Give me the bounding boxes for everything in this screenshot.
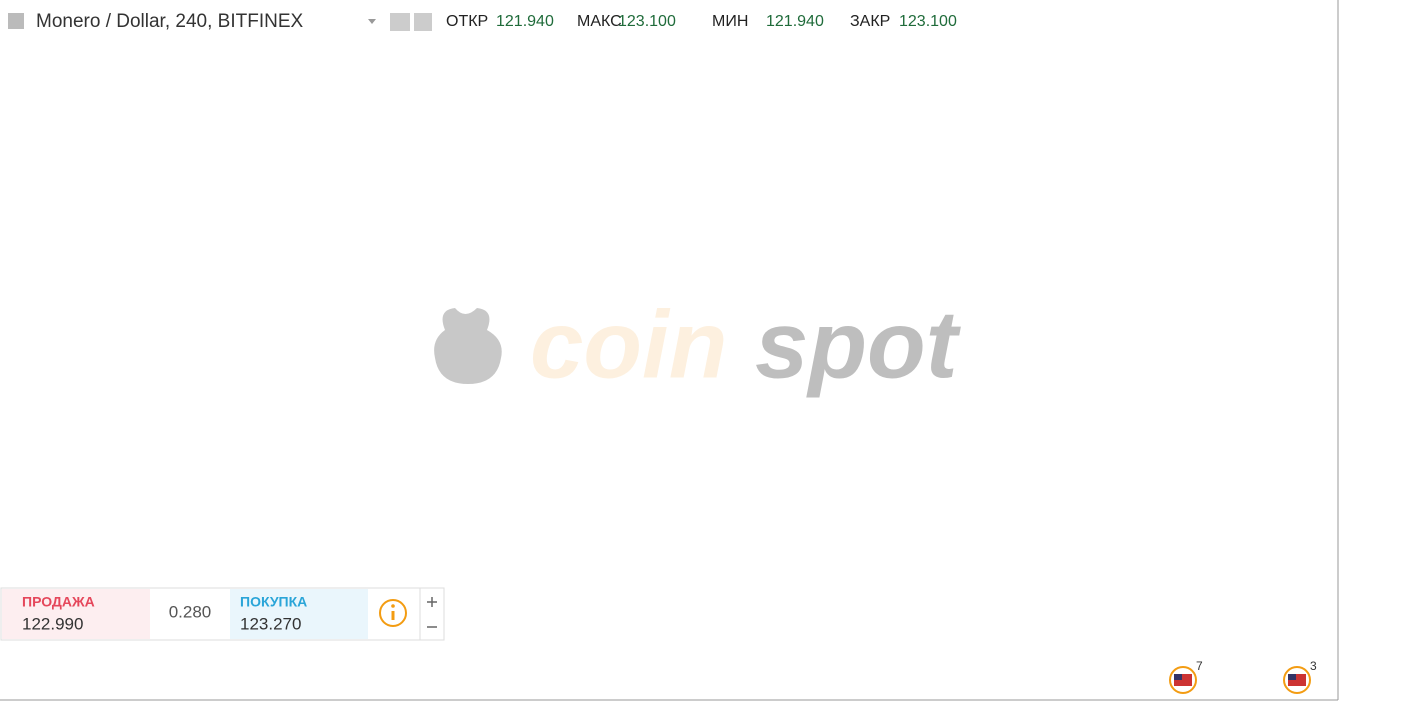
buy-price: 123.270 (240, 614, 301, 633)
ohlc-value: 121.940 (766, 13, 824, 30)
flag-icon (1288, 674, 1296, 680)
plus-button[interactable] (427, 597, 437, 607)
ohlc-label: ОТКР (446, 13, 488, 30)
sell-label: ПРОДАЖА (22, 594, 95, 610)
event-count: 7 (1196, 659, 1203, 673)
ohlc-value: 121.940 (496, 13, 554, 30)
info-glyph (391, 611, 395, 620)
ohlc-value: 123.100 (899, 13, 957, 30)
ohlc-label: МИН (712, 13, 748, 30)
order-widget: ПРОДАЖА 122.990 0.280 ПОКУПКА 123.270 (0, 587, 445, 641)
watermark-text: spot (755, 291, 962, 398)
spread: 0.280 (169, 602, 212, 621)
settings-icon[interactable] (414, 13, 432, 31)
info-button[interactable] (379, 599, 407, 627)
ohlc-value: 123.100 (618, 13, 676, 30)
buy-button[interactable] (230, 589, 368, 639)
watermark: coin spot (434, 291, 962, 398)
sell-price: 122.990 (22, 614, 83, 633)
ohlc-label: ЗАКР (850, 13, 890, 30)
watermark-text: coin (530, 291, 727, 398)
ohlc-label: МАКС (577, 13, 622, 30)
sell-button[interactable] (2, 589, 150, 639)
watermark-logo (434, 308, 502, 384)
info-glyph (391, 604, 395, 608)
header: Monero / Dollar, 240, BITFINEX ОТКР 121.… (8, 11, 957, 32)
symbol-icon (8, 13, 24, 29)
dropdown-caret[interactable] (368, 19, 376, 24)
buy-label: ПОКУПКА (240, 594, 307, 610)
eye-icon[interactable] (390, 13, 410, 31)
flag-icon (1174, 674, 1182, 680)
chart-title: Monero / Dollar, 240, BITFINEX (36, 11, 303, 32)
event-count: 3 (1310, 659, 1317, 673)
events: 7 3 (1169, 659, 1317, 694)
